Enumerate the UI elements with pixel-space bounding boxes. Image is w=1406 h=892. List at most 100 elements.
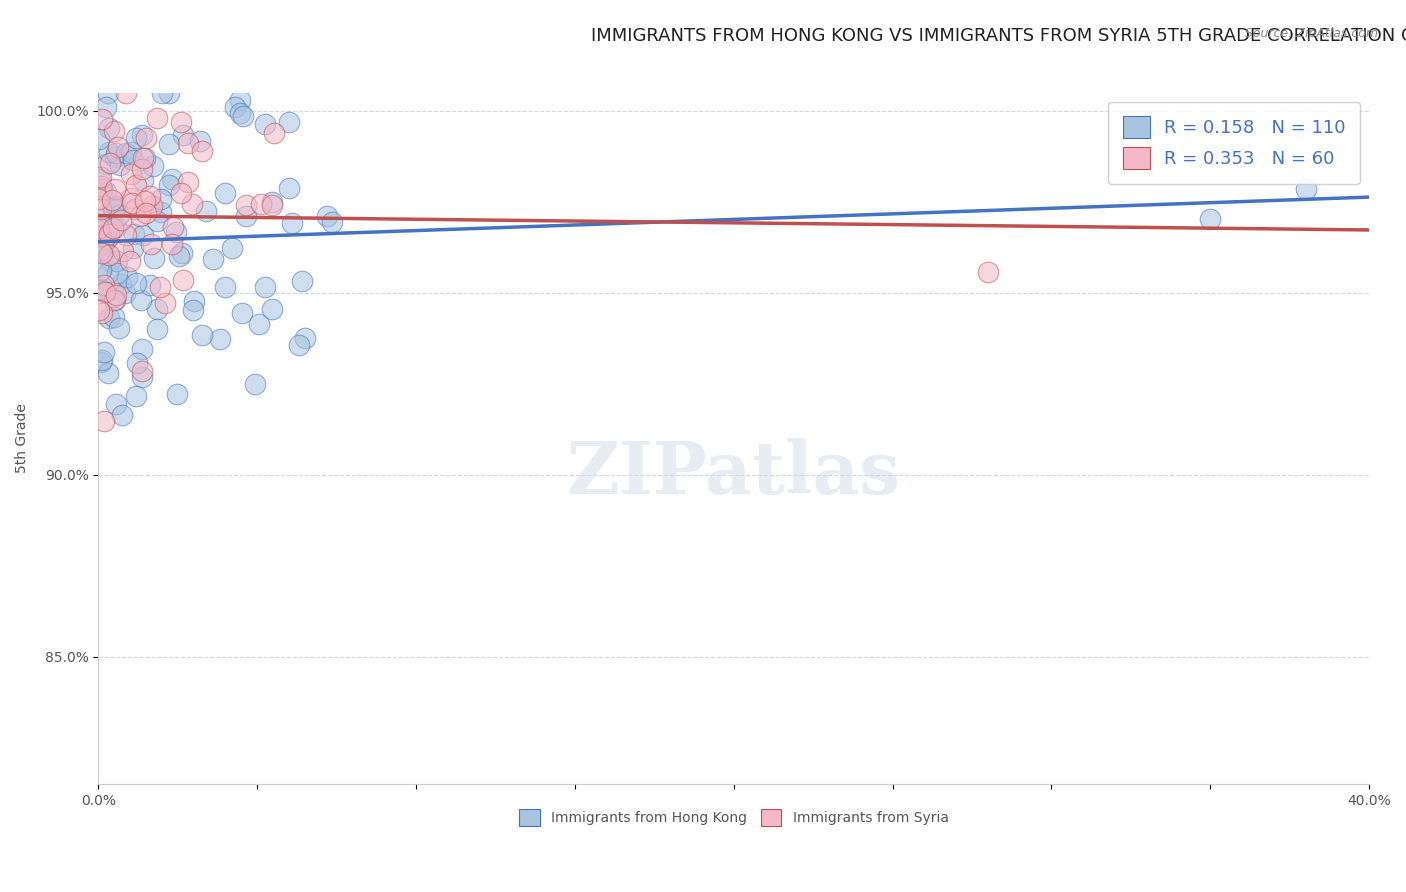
Point xyxy=(115,146,138,161)
Point xyxy=(87,131,110,145)
Point xyxy=(112,244,135,258)
Point xyxy=(101,202,124,216)
Point xyxy=(262,198,284,212)
Point xyxy=(229,93,252,107)
Point xyxy=(105,287,128,301)
Point xyxy=(103,200,125,214)
Point xyxy=(221,241,243,255)
Point xyxy=(250,197,273,211)
Point xyxy=(180,197,202,211)
Point xyxy=(247,317,270,331)
Point xyxy=(96,185,118,199)
Point xyxy=(177,136,200,150)
Point xyxy=(122,153,145,168)
Point xyxy=(110,277,132,291)
Point xyxy=(89,172,111,186)
Point xyxy=(167,249,190,263)
Point xyxy=(104,397,127,411)
Point xyxy=(97,311,120,326)
Point xyxy=(124,277,146,291)
Point xyxy=(254,280,277,294)
Point xyxy=(87,302,110,317)
Point xyxy=(89,224,111,238)
Point xyxy=(118,254,141,268)
Point xyxy=(97,145,120,160)
Point xyxy=(231,306,253,320)
Point xyxy=(170,186,193,200)
Point xyxy=(100,193,122,207)
Point xyxy=(94,285,117,300)
Point xyxy=(89,220,111,235)
Point xyxy=(150,86,173,100)
Text: Source: ZipAtlas.com: Source: ZipAtlas.com xyxy=(1244,27,1378,40)
Point xyxy=(90,354,112,368)
Point xyxy=(89,244,111,258)
Point xyxy=(229,106,252,120)
Point xyxy=(172,128,194,142)
Point xyxy=(90,306,112,320)
Point xyxy=(172,246,194,260)
Point xyxy=(93,284,115,298)
Point xyxy=(162,219,184,234)
Point xyxy=(260,194,283,209)
Point xyxy=(97,266,120,280)
Point xyxy=(107,139,129,153)
Point xyxy=(129,210,152,224)
Point xyxy=(139,236,162,251)
Point xyxy=(131,370,153,384)
Y-axis label: 5th Grade: 5th Grade xyxy=(15,403,30,474)
Point xyxy=(132,151,155,165)
Point xyxy=(117,270,139,285)
Point xyxy=(90,211,112,226)
Point xyxy=(96,156,118,170)
Point xyxy=(108,207,131,221)
Point xyxy=(194,203,217,218)
Point xyxy=(103,124,125,138)
Point xyxy=(120,191,142,205)
Point xyxy=(90,263,112,277)
Point xyxy=(125,388,148,402)
Point xyxy=(90,228,112,243)
Point xyxy=(131,342,153,356)
Point xyxy=(253,117,276,131)
Point xyxy=(157,137,180,152)
Point xyxy=(90,112,112,126)
Point xyxy=(143,252,166,266)
Point xyxy=(235,209,257,223)
Point xyxy=(125,130,148,145)
Point xyxy=(224,100,246,114)
Point xyxy=(105,220,128,235)
Point xyxy=(114,285,136,300)
Point xyxy=(183,293,205,308)
Text: IMMIGRANTS FROM HONG KONG VS IMMIGRANTS FROM SYRIA 5TH GRADE CORRELATION CHART: IMMIGRANTS FROM HONG KONG VS IMMIGRANTS … xyxy=(591,27,1406,45)
Point xyxy=(101,220,124,235)
Point xyxy=(1199,212,1222,227)
Point xyxy=(121,196,143,211)
Point xyxy=(105,199,128,213)
Point xyxy=(110,213,132,227)
Point xyxy=(93,277,115,292)
Text: ZIPatlas: ZIPatlas xyxy=(567,438,901,508)
Point xyxy=(214,280,236,294)
Point xyxy=(98,254,121,268)
Point xyxy=(96,232,118,246)
Point xyxy=(131,364,153,378)
Point xyxy=(108,320,131,334)
Point xyxy=(104,181,127,195)
Point xyxy=(97,86,120,100)
Point xyxy=(181,303,204,318)
Point xyxy=(111,408,134,422)
Point xyxy=(91,352,114,367)
Point xyxy=(104,293,127,307)
Point xyxy=(153,295,176,310)
Point xyxy=(90,169,112,184)
Point xyxy=(93,414,115,428)
Point xyxy=(190,145,212,159)
Point xyxy=(162,236,184,251)
Point xyxy=(135,131,157,145)
Point xyxy=(132,227,155,242)
Point xyxy=(160,172,183,186)
Point xyxy=(114,227,136,242)
Point xyxy=(94,100,117,114)
Point xyxy=(263,126,285,140)
